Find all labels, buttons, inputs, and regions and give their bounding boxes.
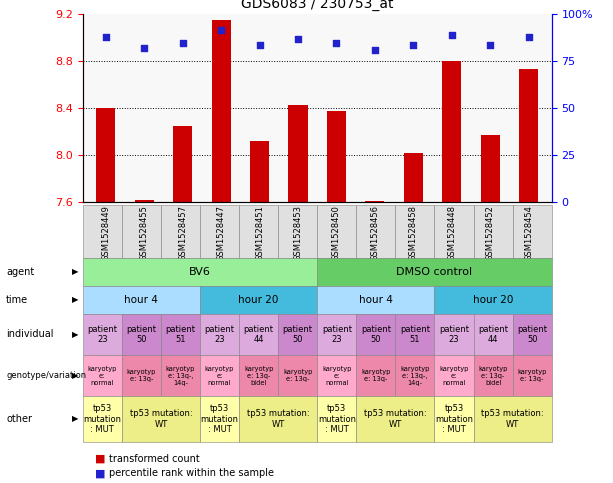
- Text: ▶: ▶: [72, 268, 78, 276]
- Text: hour 20: hour 20: [473, 295, 513, 305]
- Text: ▶: ▶: [72, 330, 78, 339]
- Text: patient
23: patient 23: [87, 325, 117, 344]
- Bar: [519, 69, 538, 202]
- Bar: [250, 142, 269, 202]
- Text: ▶: ▶: [72, 371, 78, 380]
- Text: time: time: [6, 295, 28, 305]
- Text: other: other: [6, 414, 32, 424]
- Bar: [173, 126, 192, 202]
- Point: [293, 35, 303, 43]
- Point: [216, 26, 226, 33]
- Title: GDS6083 / 230753_at: GDS6083 / 230753_at: [241, 0, 394, 11]
- Text: patient
23: patient 23: [205, 325, 235, 344]
- Bar: [211, 20, 230, 202]
- Text: karyotyp
e: 13q-: karyotyp e: 13q-: [283, 369, 313, 382]
- Text: karyotyp
e: 13q-
bidel: karyotyp e: 13q- bidel: [478, 366, 508, 385]
- Text: ▶: ▶: [72, 296, 78, 304]
- Text: patient
23: patient 23: [439, 325, 469, 344]
- Text: tp53 mutation:
WT: tp53 mutation: WT: [364, 409, 427, 429]
- Text: hour 20: hour 20: [238, 295, 279, 305]
- Bar: [327, 111, 346, 202]
- Text: tp53
mutation
: MUT: tp53 mutation : MUT: [435, 404, 473, 434]
- Text: patient
50: patient 50: [283, 325, 313, 344]
- Point: [178, 39, 188, 46]
- Bar: [365, 201, 384, 202]
- Point: [254, 41, 264, 48]
- Text: karyotyp
e:
normal: karyotyp e: normal: [88, 366, 117, 385]
- Point: [485, 41, 495, 48]
- Bar: [135, 200, 154, 202]
- Text: tp53 mutation:
WT: tp53 mutation: WT: [481, 409, 544, 429]
- Text: ■: ■: [95, 469, 105, 478]
- Text: BV6: BV6: [189, 267, 211, 277]
- Text: ▶: ▶: [72, 414, 78, 424]
- Text: hour 4: hour 4: [359, 295, 393, 305]
- Text: percentile rank within the sample: percentile rank within the sample: [109, 469, 273, 478]
- Bar: [288, 105, 308, 202]
- Text: tp53 mutation:
WT: tp53 mutation: WT: [129, 409, 192, 429]
- Text: tp53 mutation:
WT: tp53 mutation: WT: [247, 409, 310, 429]
- Text: patient
50: patient 50: [126, 325, 156, 344]
- Text: individual: individual: [6, 329, 53, 340]
- Bar: [442, 61, 462, 202]
- Bar: [404, 153, 423, 202]
- Text: patient
44: patient 44: [243, 325, 273, 344]
- Text: tp53
mutation
: MUT: tp53 mutation : MUT: [318, 404, 356, 434]
- Point: [408, 41, 418, 48]
- Text: karyotyp
e:
normal: karyotyp e: normal: [322, 366, 351, 385]
- Text: tp53
mutation
: MUT: tp53 mutation : MUT: [200, 404, 238, 434]
- Point: [139, 44, 149, 52]
- Text: agent: agent: [6, 267, 34, 277]
- Text: karyotyp
e: 13q-
bidel: karyotyp e: 13q- bidel: [244, 366, 273, 385]
- Text: patient
44: patient 44: [478, 325, 508, 344]
- Text: karyotyp
e: 13q-: karyotyp e: 13q-: [517, 369, 547, 382]
- Text: patient
23: patient 23: [322, 325, 352, 344]
- Point: [370, 46, 380, 54]
- Text: genotype/variation: genotype/variation: [6, 371, 86, 380]
- Bar: [481, 135, 500, 202]
- Text: karyotyp
e: 13q-: karyotyp e: 13q-: [127, 369, 156, 382]
- Text: karyotyp
e: 13q-,
14q-: karyotyp e: 13q-, 14q-: [400, 366, 430, 385]
- Text: tp53
mutation
: MUT: tp53 mutation : MUT: [83, 404, 121, 434]
- Text: hour 4: hour 4: [124, 295, 158, 305]
- Point: [524, 33, 533, 41]
- Bar: [96, 108, 115, 202]
- Text: karyotyp
e: 13q-,
14q-: karyotyp e: 13q-, 14q-: [166, 366, 195, 385]
- Text: patient
51: patient 51: [166, 325, 196, 344]
- Text: ■: ■: [95, 454, 105, 464]
- Text: karyotyp
e:
normal: karyotyp e: normal: [440, 366, 469, 385]
- Text: transformed count: transformed count: [109, 454, 199, 464]
- Text: karyotyp
e: 13q-: karyotyp e: 13q-: [361, 369, 390, 382]
- Point: [447, 31, 457, 39]
- Text: DMSO control: DMSO control: [397, 267, 473, 277]
- Text: karyotyp
e:
normal: karyotyp e: normal: [205, 366, 234, 385]
- Text: patient
50: patient 50: [361, 325, 391, 344]
- Point: [332, 39, 341, 46]
- Text: patient
50: patient 50: [517, 325, 547, 344]
- Text: patient
51: patient 51: [400, 325, 430, 344]
- Point: [101, 33, 111, 41]
